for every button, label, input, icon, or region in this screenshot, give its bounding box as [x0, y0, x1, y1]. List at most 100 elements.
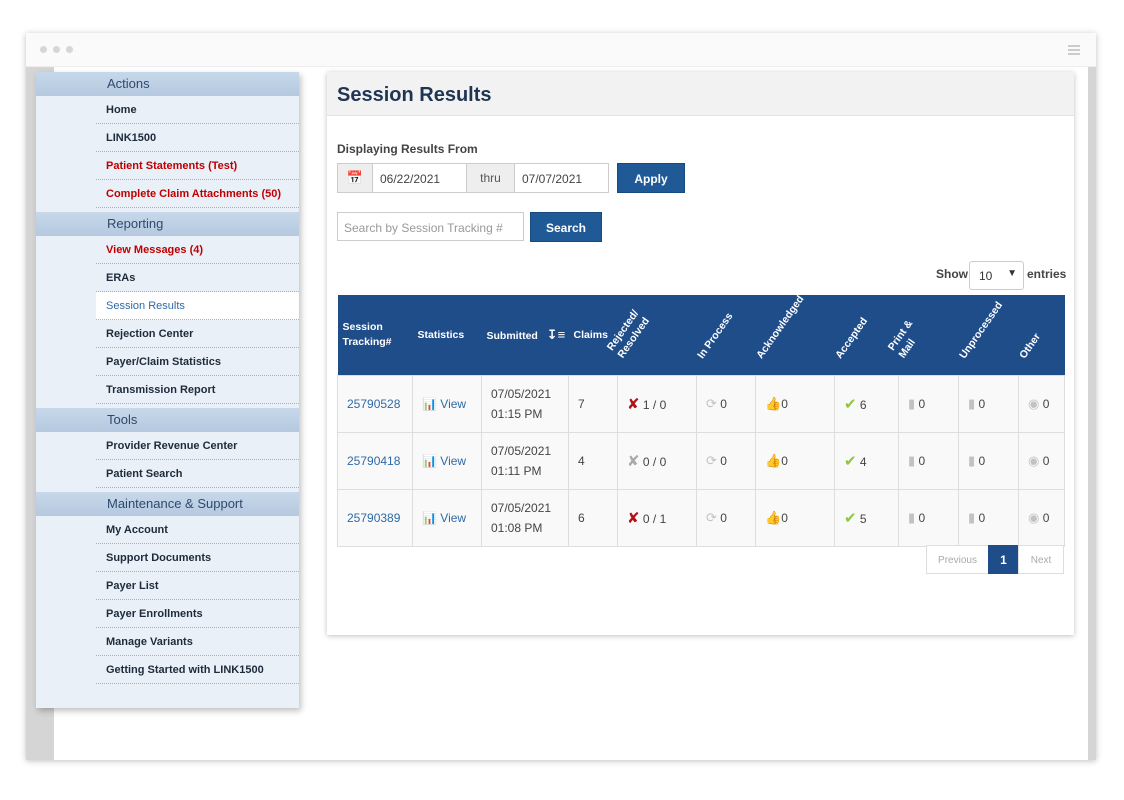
date-from-input[interactable]: 06/22/2021: [373, 163, 467, 193]
document-icon: ▮: [908, 509, 916, 525]
accepted-cell[interactable]: ✔ 6: [834, 374, 899, 433]
date-range-picker: 📅 06/22/2021 thru 07/07/2021: [337, 163, 609, 193]
header-statistics: Statistics: [417, 328, 465, 341]
accepted-cell[interactable]: ✔ 5: [834, 488, 899, 547]
submitted-cell: 07/05/2021 01:11 PM: [481, 431, 569, 490]
page-title: Session Results: [337, 84, 492, 106]
session-results-table: Session Tracking# Statistics Submitted ↧…: [337, 292, 1065, 547]
date-range-label: Displaying Results From: [337, 142, 478, 156]
panel-header: Session Results: [327, 72, 1074, 116]
claims-cell: 7: [568, 374, 618, 433]
pagination-previous[interactable]: Previous: [926, 545, 989, 574]
session-results-panel: Session Results Displaying Results From …: [327, 72, 1074, 635]
entries-select[interactable]: 10 ▼: [969, 261, 1024, 290]
sidebar-item-link1500[interactable]: LINK1500: [96, 124, 299, 152]
sidebar-section-maintenance: Maintenance & Support: [36, 492, 299, 516]
header-accepted: Accepted: [832, 314, 870, 361]
header-unprocessed: Unprocessed: [956, 299, 1005, 361]
print-mail-cell: ▮ 0: [898, 431, 959, 490]
circle-icon: ◉: [1028, 509, 1040, 525]
sort-icon[interactable]: ↧≡: [546, 326, 566, 342]
statistics-view-link[interactable]: 📊 View: [412, 488, 482, 547]
sidebar-item-transmission-report[interactable]: Transmission Report: [96, 376, 299, 404]
thumbs-up-icon: 👍: [765, 452, 782, 468]
rejected-cell[interactable]: ✘ 1 / 0: [617, 374, 697, 433]
refresh-icon: ⟳: [706, 395, 717, 411]
apply-button[interactable]: Apply: [617, 163, 685, 193]
claims-cell: 4: [568, 431, 618, 490]
session-search-input[interactable]: Search by Session Tracking #: [337, 212, 524, 241]
document-icon: ▮: [908, 395, 916, 411]
statistics-view-link[interactable]: 📊 View: [412, 374, 482, 433]
sidebar-section-tools: Tools: [36, 408, 299, 432]
acknowledged-cell: 👍0: [755, 431, 835, 490]
in-process-cell: ⟳ 0: [696, 488, 756, 547]
sidebar-item-my-account[interactable]: My Account: [96, 516, 299, 544]
refresh-icon: ⟳: [706, 452, 717, 468]
sidebar-item-eras[interactable]: ERAs: [96, 264, 299, 292]
window-dot-icon: [66, 46, 73, 53]
header-claims: Claims: [573, 328, 608, 341]
sidebar-item-provider-revenue-center[interactable]: Provider Revenue Center: [96, 432, 299, 460]
circle-icon: ◉: [1028, 395, 1040, 411]
date-to-input[interactable]: 07/07/2021: [515, 163, 609, 193]
rejected-cell[interactable]: ✘ 0 / 1: [617, 488, 697, 547]
print-mail-cell: ▮ 0: [898, 488, 959, 547]
sidebar-item-patient-search[interactable]: Patient Search: [96, 460, 299, 488]
rejected-cell: ✘ 0 / 0: [617, 431, 697, 490]
header-submitted[interactable]: Submitted ↧≡: [486, 326, 566, 342]
circle-icon: ◉: [1028, 452, 1040, 468]
in-process-cell: ⟳ 0: [696, 431, 756, 490]
chevron-down-icon: ▼: [1007, 268, 1017, 279]
table-header-row: Session Tracking# Statistics Submitted ↧…: [337, 292, 1065, 375]
sidebar-item-home[interactable]: Home: [96, 96, 299, 124]
session-link[interactable]: 25790418: [337, 431, 413, 490]
submitted-cell: 07/05/2021 01:15 PM: [481, 374, 569, 433]
sidebar-item-payer-list[interactable]: Payer List: [96, 572, 299, 600]
pagination-page-1[interactable]: 1: [988, 545, 1019, 574]
refresh-icon: ⟳: [706, 509, 717, 525]
sidebar-item-manage-variants[interactable]: Manage Variants: [96, 628, 299, 656]
checkmark-icon: ✔: [844, 509, 857, 527]
header-other: Other: [1016, 330, 1043, 361]
sidebar-item-session-results[interactable]: Session Results: [96, 292, 299, 320]
table-row: 25790389 📊 View 07/05/2021 01:08 PM 6 ✘ 0…: [337, 488, 1065, 547]
other-cell: ◉ 0: [1018, 374, 1065, 433]
session-link[interactable]: 25790528: [337, 374, 413, 433]
pagination-next[interactable]: Next: [1018, 545, 1064, 574]
menu-icon[interactable]: [1068, 45, 1080, 55]
submitted-cell: 07/05/2021 01:08 PM: [481, 488, 569, 547]
sidebar-item-rejection-center[interactable]: Rejection Center: [96, 320, 299, 348]
statistics-view-link[interactable]: 📊 View: [412, 431, 482, 490]
window-dot-icon: [53, 46, 60, 53]
checkmark-icon: ✔: [844, 452, 857, 470]
in-process-cell: ⟳ 0: [696, 374, 756, 433]
header-acknowledged: Acknowledged: [753, 292, 807, 361]
acknowledged-cell: 👍0: [755, 488, 835, 547]
entries-label: entries: [1027, 267, 1067, 281]
header-session-tracking[interactable]: Session Tracking#: [342, 320, 392, 348]
entries-value: 10: [979, 269, 993, 283]
session-link[interactable]: 25790389: [337, 488, 413, 547]
checkmark-icon: ✔: [844, 395, 857, 413]
other-cell: ◉ 0: [1018, 488, 1065, 547]
sidebar-item-getting-started[interactable]: Getting Started with LINK1500: [96, 656, 299, 684]
sidebar-item-claim-attachments[interactable]: Complete Claim Attachments (50): [96, 180, 299, 208]
accepted-cell[interactable]: ✔ 4: [834, 431, 899, 490]
search-button[interactable]: Search: [530, 212, 602, 242]
sidebar-item-support-documents[interactable]: Support Documents: [96, 544, 299, 572]
calendar-icon[interactable]: 📅: [337, 163, 373, 193]
sidebar-section-actions: Actions: [36, 72, 299, 96]
sidebar-item-patient-statements[interactable]: Patient Statements (Test): [96, 152, 299, 180]
sidebar-item-payer-enrollments[interactable]: Payer Enrollments: [96, 600, 299, 628]
thru-label: thru: [467, 163, 515, 193]
bar-chart-icon: 📊: [422, 453, 437, 468]
table-row: 25790528 📊 View 07/05/2021 01:15 PM 7 ✘ 1…: [337, 374, 1065, 433]
table-row: 25790418 📊 View 07/05/2021 01:11 PM 4 ✘ 0…: [337, 431, 1065, 490]
sidebar-item-payer-claim-statistics[interactable]: Payer/Claim Statistics: [96, 348, 299, 376]
show-label: Show: [936, 267, 968, 281]
sidebar-item-view-messages[interactable]: View Messages (4): [96, 236, 299, 264]
unprocessed-cell: ▮ 0: [958, 488, 1019, 547]
thumbs-up-icon: 👍: [765, 509, 782, 525]
document-icon: ▮: [968, 509, 976, 525]
